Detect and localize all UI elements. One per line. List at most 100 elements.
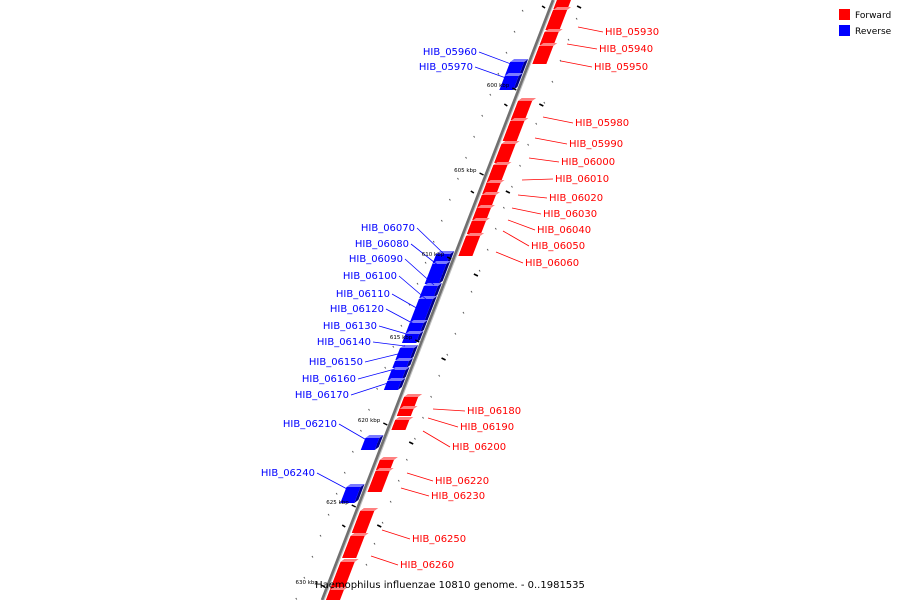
gene-label-hib_06090[interactable]: HIB_06090 <box>349 254 403 265</box>
gene-top-face <box>399 406 418 409</box>
label-leader <box>427 417 459 428</box>
gene-label-hib_06030[interactable]: HIB_06030 <box>543 209 597 220</box>
gene-front-face <box>405 323 424 333</box>
gene-block[interactable] <box>504 59 529 76</box>
legend-reverse-swatch <box>839 25 850 36</box>
gene-top-face <box>350 533 369 536</box>
gene-side-face <box>513 73 523 90</box>
label-leader <box>316 472 350 491</box>
gene-block[interactable] <box>545 7 572 30</box>
minor-tick <box>368 408 370 411</box>
gene-label-hib_06010[interactable]: HIB_06010 <box>555 174 609 185</box>
major-tick <box>503 103 508 107</box>
gene-label-hib_06040[interactable]: HIB_06040 <box>537 225 591 236</box>
gene-block[interactable] <box>392 358 414 368</box>
gene-block[interactable] <box>395 345 419 360</box>
gene-label-hib_06100[interactable]: HIB_06100 <box>343 271 397 282</box>
gene-label-hib_06000[interactable]: HIB_06000 <box>561 157 615 168</box>
gene-block[interactable] <box>387 367 410 380</box>
gene-label-hib_06060[interactable]: HIB_06060 <box>525 258 579 269</box>
gene-block[interactable] <box>502 118 529 141</box>
minor-tick <box>311 555 314 558</box>
gene-top-face <box>346 484 365 487</box>
gene-label-hib_06210[interactable]: HIB_06210 <box>283 419 337 430</box>
kbp-label: 625 kbp <box>326 500 349 506</box>
gene-label-hib_06260[interactable]: HIB_06260 <box>400 560 454 571</box>
gene-block[interactable] <box>458 233 485 256</box>
gene-label-hib_06110[interactable]: HIB_06110 <box>336 289 390 300</box>
gene-block[interactable] <box>351 508 379 533</box>
gene-block[interactable] <box>360 435 384 450</box>
gene-block[interactable] <box>510 98 537 120</box>
gene-label-hib_06180[interactable]: HIB_06180 <box>467 406 521 417</box>
minor-tick <box>470 290 473 293</box>
label-leader <box>400 487 430 497</box>
gene-label-hib_05930[interactable]: HIB_05930 <box>605 27 659 38</box>
gene-label-hib_06070[interactable]: HIB_06070 <box>361 223 415 234</box>
map-caption: Haemophilus influenzae 10810 genome. - 0… <box>315 580 585 591</box>
gene-block[interactable] <box>476 192 500 208</box>
label-leader <box>350 381 392 396</box>
gene-block[interactable] <box>424 261 451 284</box>
gene-block[interactable] <box>391 417 414 430</box>
gene-label-hib_05970[interactable]: HIB_05970 <box>419 62 473 73</box>
gene-block[interactable] <box>383 378 406 390</box>
gene-top-face <box>481 192 500 195</box>
gene-label-hib_05960[interactable]: HIB_05960 <box>423 47 477 58</box>
gene-block[interactable] <box>539 29 563 45</box>
gene-block[interactable] <box>342 533 369 558</box>
gene-block[interactable] <box>466 218 490 234</box>
minor-tick <box>551 80 554 83</box>
gene-label-hib_06020[interactable]: HIB_06020 <box>549 193 603 204</box>
gene-label-hib_05950[interactable]: HIB_05950 <box>594 62 648 73</box>
minor-tick <box>405 458 408 461</box>
gene-label-hib_06170[interactable]: HIB_06170 <box>295 390 349 401</box>
gene-block[interactable] <box>396 406 418 416</box>
gene-block[interactable] <box>401 331 424 343</box>
gene-label-hib_06050[interactable]: HIB_06050 <box>531 241 585 252</box>
gene-label-hib_06150[interactable]: HIB_06150 <box>309 357 363 368</box>
minor-tick <box>567 38 570 41</box>
gene-block[interactable] <box>340 484 365 503</box>
gene-label-hib_06080[interactable]: HIB_06080 <box>355 239 409 250</box>
gene-label-hib_05990[interactable]: HIB_05990 <box>569 139 623 150</box>
gene-front-face <box>494 144 516 163</box>
gene-front-face <box>482 183 501 194</box>
gene-block[interactable] <box>472 205 495 220</box>
gene-block[interactable] <box>494 141 520 163</box>
gene-label-hib_06190[interactable]: HIB_06190 <box>460 422 514 433</box>
gene-block[interactable] <box>376 457 398 470</box>
gene-label-hib_06130[interactable]: HIB_06130 <box>323 321 377 332</box>
gene-block[interactable] <box>499 73 523 90</box>
gene-label-hib_06160[interactable]: HIB_06160 <box>302 374 356 385</box>
gene-label-hib_06220[interactable]: HIB_06220 <box>435 476 489 487</box>
gene-label-hib_05940[interactable]: HIB_05940 <box>599 44 653 55</box>
gene-label-hib_06240[interactable]: HIB_06240 <box>261 468 315 479</box>
gene-front-face <box>360 438 380 450</box>
gene-label-hib_06120[interactable]: HIB_06120 <box>330 304 384 315</box>
gene-label-hib_05980[interactable]: HIB_05980 <box>575 118 629 129</box>
gene-label-hib_06200[interactable]: HIB_06200 <box>452 442 506 453</box>
gene-block[interactable] <box>532 43 558 64</box>
gene-label-hib_06140[interactable]: HIB_06140 <box>317 337 371 348</box>
gene-block[interactable] <box>482 180 505 194</box>
gene-front-face <box>424 264 447 284</box>
gene-label-hib_06230[interactable]: HIB_06230 <box>431 491 485 502</box>
minor-tick <box>430 395 433 398</box>
gene-block[interactable] <box>367 468 394 492</box>
gene-block[interactable] <box>326 587 348 600</box>
gene-label-hib_06250[interactable]: HIB_06250 <box>412 534 466 545</box>
label-leader <box>566 43 598 50</box>
minor-tick <box>454 332 457 335</box>
kbp-label: 615 kbp <box>390 335 413 341</box>
gene-block[interactable] <box>329 559 359 590</box>
gene-block[interactable] <box>553 0 575 9</box>
gene-block[interactable] <box>405 320 428 333</box>
minor-tick <box>448 198 451 201</box>
minor-tick <box>400 324 403 327</box>
gene-front-face <box>392 361 410 368</box>
gene-top-face <box>387 378 406 381</box>
minor-tick <box>575 17 578 20</box>
gene-front-face <box>396 409 414 416</box>
gene-front-face <box>502 121 525 141</box>
